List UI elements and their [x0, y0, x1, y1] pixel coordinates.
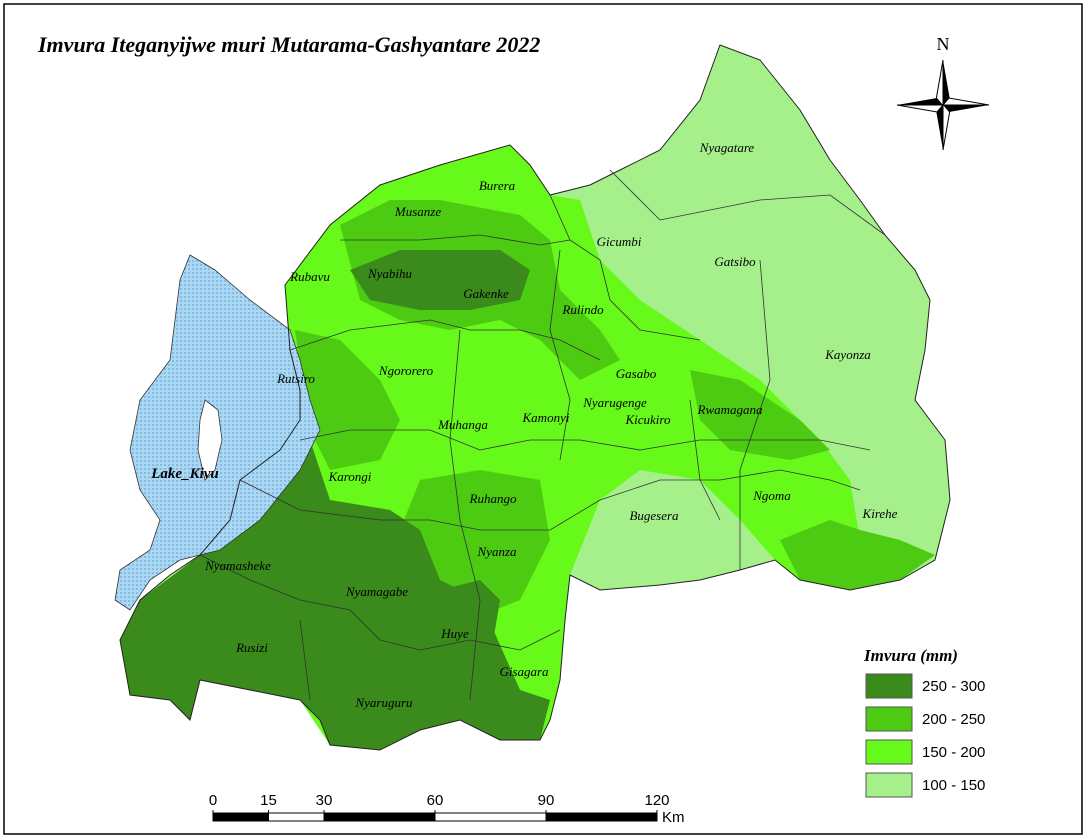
- district-label: Kamonyi: [522, 410, 570, 425]
- district-label: Muhanga: [437, 417, 488, 432]
- district-label: Kicukiro: [624, 412, 671, 427]
- lake-label: Lake_Kivu: [150, 466, 219, 482]
- district-label: Bugesera: [629, 508, 679, 523]
- country-border: [119, 44, 951, 751]
- district-label: Gisagara: [499, 664, 549, 679]
- district-label: Huye: [440, 626, 469, 641]
- legend-label: 200 - 250: [922, 711, 985, 728]
- zone: [120, 440, 550, 750]
- north-arrow: N: [896, 34, 990, 151]
- district-label: Rulindo: [561, 302, 604, 317]
- scale-label: 15: [260, 792, 277, 809]
- scale-segment: [545, 812, 658, 822]
- rainfall-zones: [120, 45, 950, 750]
- district-label: Burera: [479, 178, 516, 193]
- scale-segment: [323, 812, 436, 822]
- district-label: Rutsiro: [276, 371, 315, 386]
- north-label: N: [937, 34, 950, 54]
- arrow-part: [943, 105, 989, 112]
- scale-segment: [434, 812, 547, 822]
- scale-segment: [212, 812, 269, 822]
- scale-label: 120: [644, 792, 669, 809]
- district-labels: Nyagatare Burera Musanze Gicumbi Gatsibo Ruba…: [204, 140, 898, 710]
- arrow-part: [943, 60, 950, 106]
- district-label: Nyaruguru: [354, 695, 413, 710]
- legend-swatch: [865, 706, 913, 732]
- arrow-part: [897, 98, 943, 105]
- legend-swatch: [865, 772, 913, 798]
- zone: [350, 250, 530, 310]
- district-label: Nyagatare: [699, 140, 755, 155]
- arrow-part: [941, 97, 990, 106]
- district-label: Gasabo: [616, 366, 657, 381]
- district-label: Nyarugenge: [582, 395, 647, 410]
- arrow-part: [936, 104, 943, 150]
- district-label: Nyamasheke: [204, 558, 271, 573]
- district-label: Karongi: [328, 469, 372, 484]
- zone: [295, 330, 400, 470]
- legend-swatch: [865, 673, 913, 699]
- district-label: Gicumbi: [597, 234, 642, 249]
- zone: [780, 520, 935, 590]
- district-label: Nyanza: [477, 544, 518, 559]
- district-label: Kayonza: [824, 347, 871, 362]
- arrow-part: [896, 104, 945, 113]
- district-label: Gatsibo: [714, 254, 756, 269]
- legend: 250 - 300 200 - 250 150 - 200 100 - 150: [865, 673, 985, 798]
- scale-unit: Km: [662, 809, 685, 826]
- island: [197, 399, 223, 481]
- district-label: Kirehe: [862, 506, 898, 521]
- district-label: Ngoma: [752, 488, 791, 503]
- district-label: Rusizi: [235, 640, 268, 655]
- legend-label: 100 - 150: [922, 777, 985, 794]
- zone: [430, 580, 500, 680]
- scale-label: 30: [316, 792, 333, 809]
- district-label: Rwamagana: [697, 402, 764, 417]
- district-label: Nyamagabe: [345, 584, 408, 599]
- map-title: Imvura Iteganyijwe muri Mutarama-Gashyan…: [37, 32, 540, 57]
- district-label: Nyabihu: [367, 266, 413, 281]
- district-label: Musanze: [394, 204, 441, 219]
- district-label: Rubavu: [289, 269, 330, 284]
- legend-label: 250 - 300: [922, 678, 985, 695]
- scale-label: 60: [427, 792, 444, 809]
- district-label: Ruhango: [469, 491, 517, 506]
- district-label: Ngororero: [378, 363, 434, 378]
- district-borders: [199, 169, 886, 701]
- district-label: Gakenke: [463, 286, 509, 301]
- scale-label: 0: [209, 792, 217, 809]
- legend-swatch: [865, 739, 913, 765]
- scale-segment: [268, 812, 325, 822]
- legend-title: Imvura (mm): [863, 646, 958, 665]
- legend-label: 150 - 200: [922, 744, 985, 761]
- scale-label: 90: [538, 792, 555, 809]
- zone: [690, 370, 830, 460]
